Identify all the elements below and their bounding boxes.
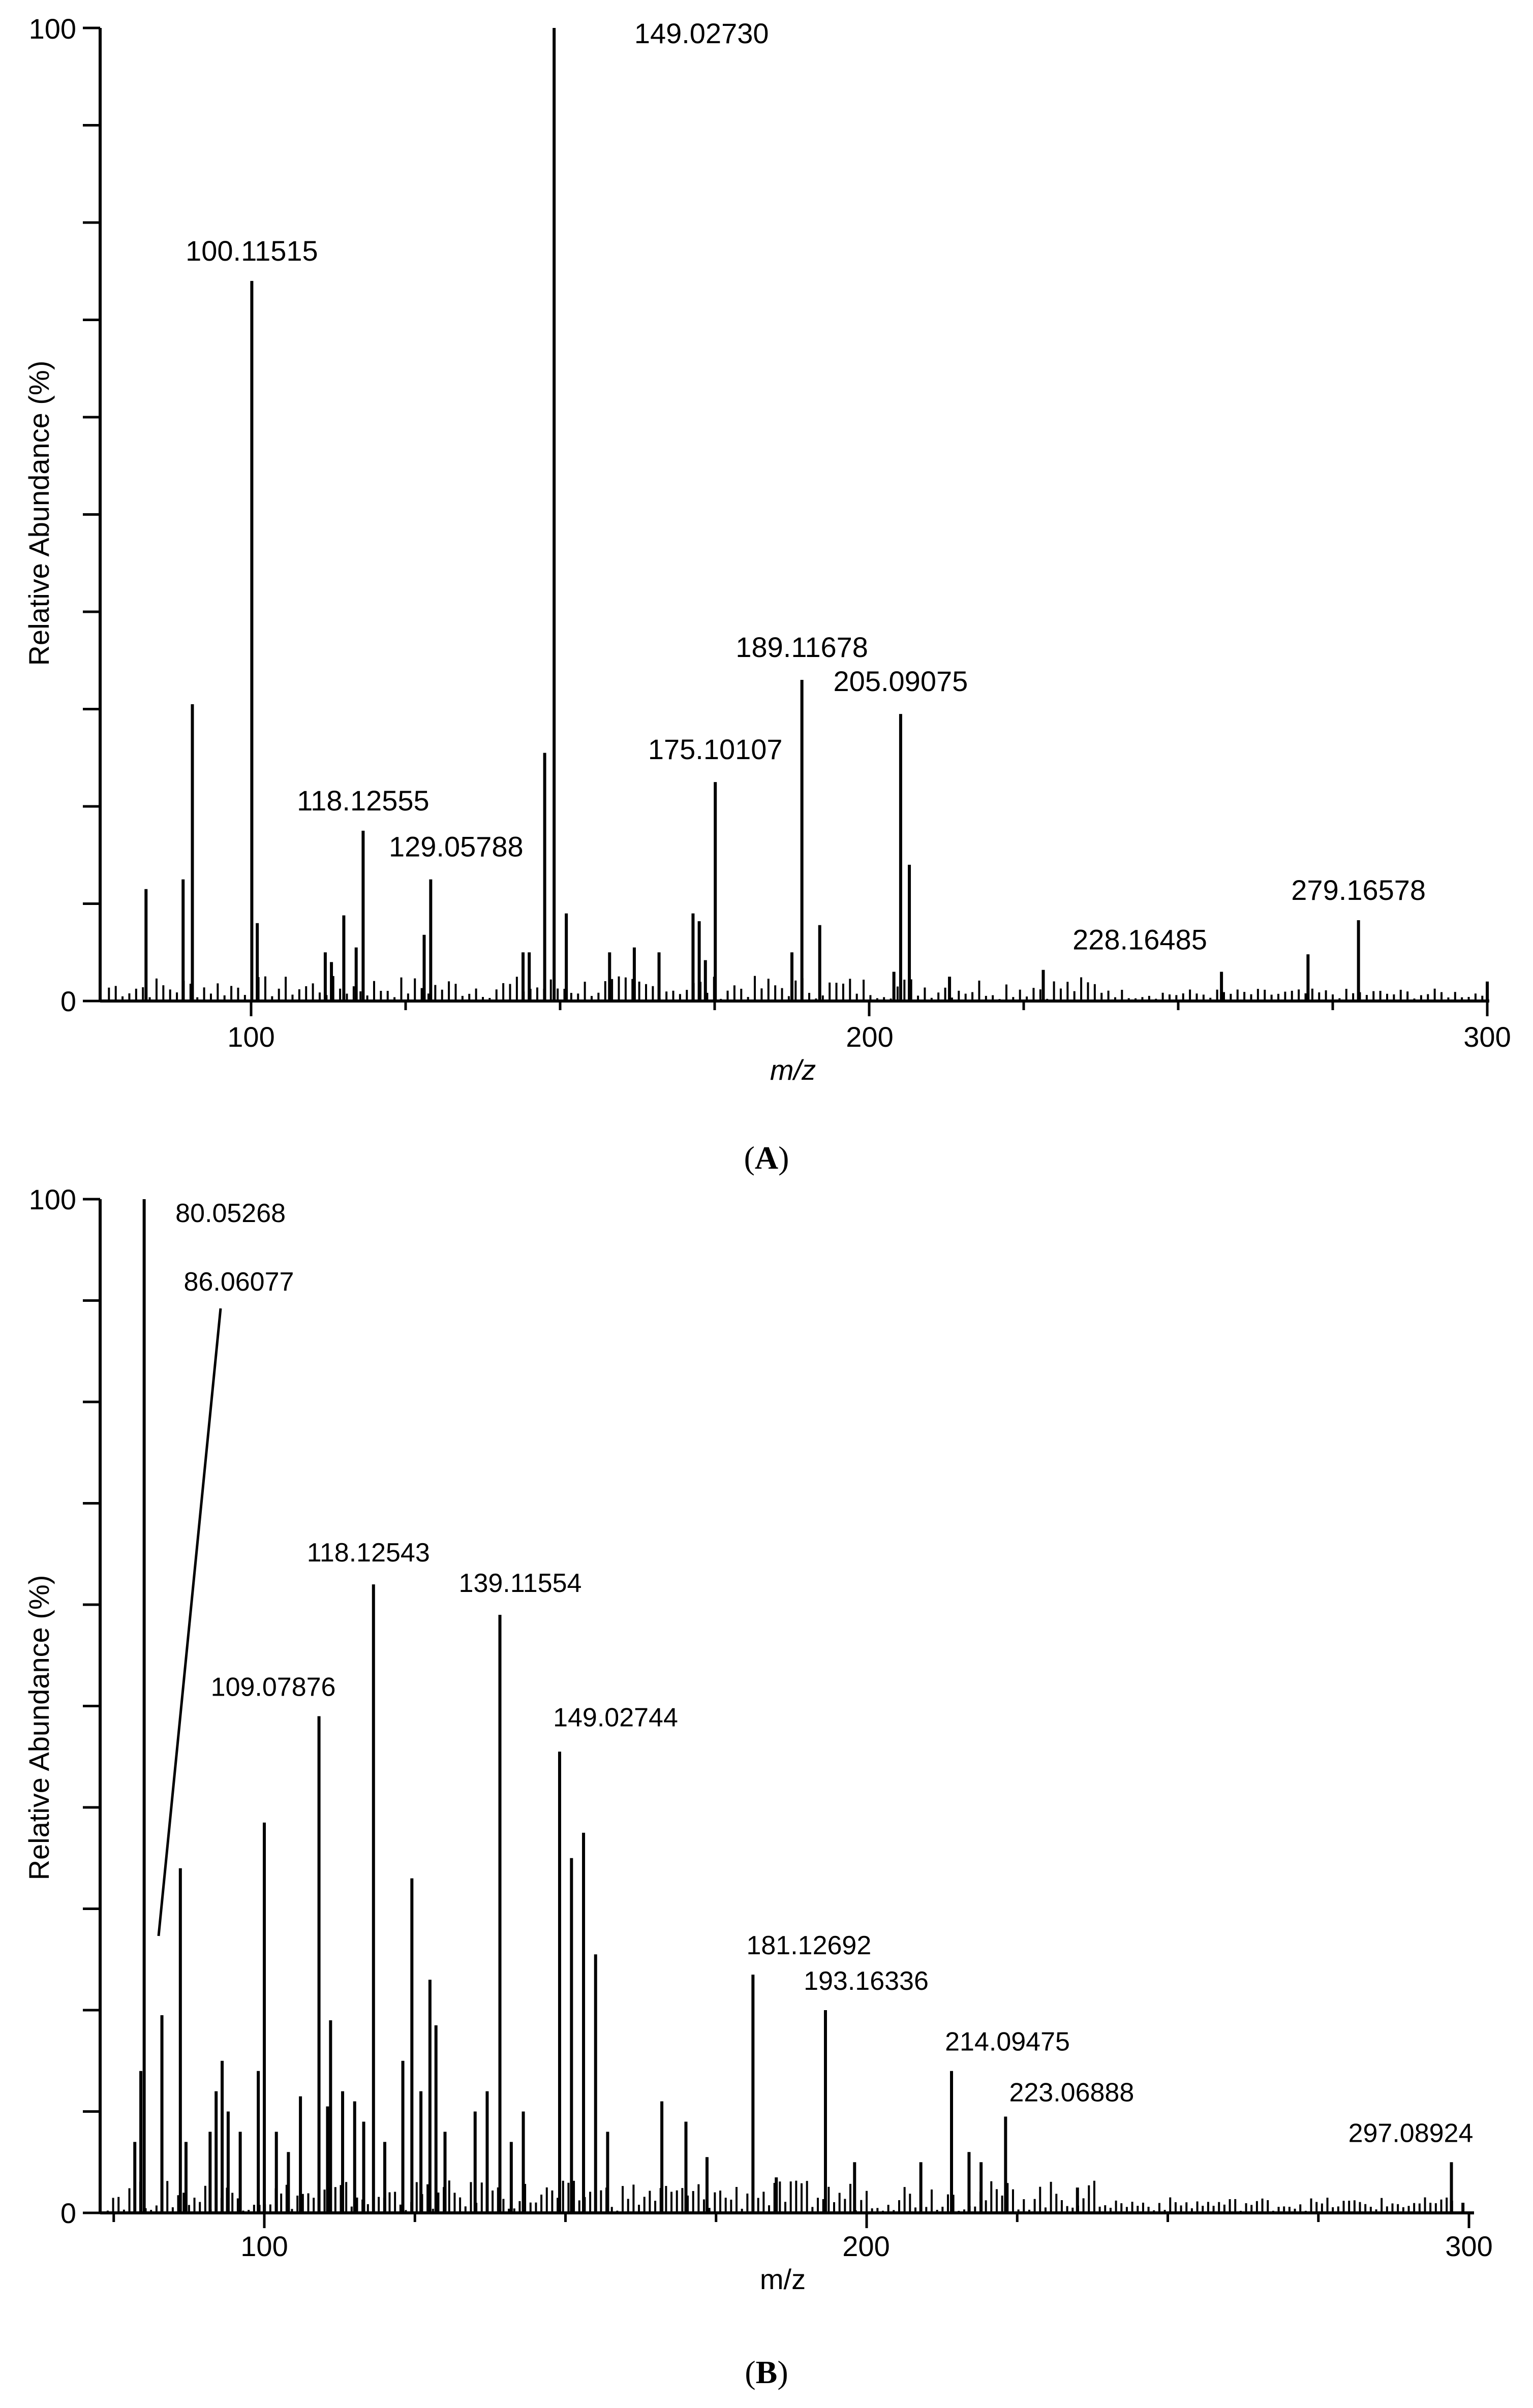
panel-label-b-letter: B xyxy=(756,2354,778,2390)
peak-label: 100.11515 xyxy=(186,235,318,267)
peak-label: 223.06888 xyxy=(1009,2078,1134,2107)
peak-label: 149.02730 xyxy=(634,17,769,49)
peak-label: 193.16336 xyxy=(804,1966,929,1996)
peak-label: 181.12692 xyxy=(746,1931,871,1960)
y-tick-label-100-a: 100 xyxy=(29,13,76,45)
peak-label: 214.09475 xyxy=(945,2027,1070,2057)
y-axis-title-b: Relative Abundance (%) xyxy=(23,1575,55,1881)
panel-label-a: (A) xyxy=(744,1140,789,1176)
y-tick-label-0-a: 0 xyxy=(60,985,76,1017)
x-tick-label-100-b: 100 xyxy=(240,2230,288,2262)
y-tick-label-100-b: 100 xyxy=(29,1183,76,1215)
y-tick-label-0-b: 0 xyxy=(60,2197,76,2229)
panel-label-a-letter: A xyxy=(755,1140,778,1176)
peak-label: 297.08924 xyxy=(1348,2118,1474,2148)
peak-label: 118.12555 xyxy=(297,785,430,817)
x-tick-label-300-b: 300 xyxy=(1445,2230,1492,2262)
x-tick-label-200-a: 200 xyxy=(846,1021,893,1053)
y-axis-title-a: Relative Abundance (%) xyxy=(23,361,55,666)
peak-label: 118.12543 xyxy=(307,1538,430,1568)
x-tick-label-100-a: 100 xyxy=(227,1021,274,1053)
panel-label-b: (B) xyxy=(745,2354,788,2390)
peak-label: 189.11678 xyxy=(735,631,868,663)
peak-label: 175.10107 xyxy=(648,733,783,765)
peak-label: 86.06077 xyxy=(184,1267,294,1297)
peak-label: 205.09075 xyxy=(834,665,968,697)
spectrum-panel-b: 80.05268 86.06077 109.07876 118.12543 139.11… xyxy=(23,1183,1493,2390)
peak-label: 149.02744 xyxy=(553,1703,678,1732)
peak-label: 279.16578 xyxy=(1291,874,1426,906)
peak-label: 80.05268 xyxy=(175,1199,286,1228)
peak-label: 109.07876 xyxy=(211,1672,336,1702)
peak-label: 129.05788 xyxy=(389,831,524,863)
peak-label: 228.16485 xyxy=(1072,924,1207,956)
x-tick-label-300-a: 300 xyxy=(1463,1021,1511,1053)
leader-line-86 xyxy=(157,1308,222,1936)
x-tick-label-200-b: 200 xyxy=(842,2230,890,2262)
spectrum-panel-a: 100.11515 118.12555 129.05788 149.02730 175.… xyxy=(23,13,1511,1176)
peak-label: 139.11554 xyxy=(459,1569,582,1598)
x-axis-title-b: m/z xyxy=(760,2263,806,2295)
x-axis-title-a: m/z xyxy=(770,1054,816,1086)
